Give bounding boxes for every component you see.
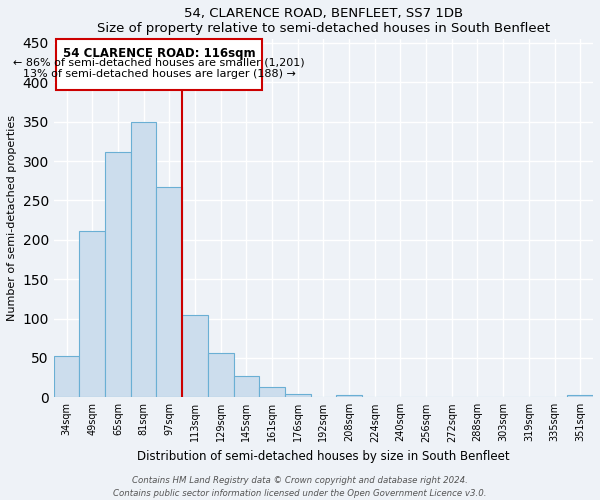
Bar [208,353,233,398]
Bar [336,395,362,398]
Bar [285,394,311,398]
Bar [79,231,105,398]
Bar [157,187,182,398]
Y-axis label: Number of semi-detached properties: Number of semi-detached properties [7,115,17,321]
Text: ← 86% of semi-detached houses are smaller (1,201): ← 86% of semi-detached houses are smalle… [13,58,305,68]
Text: Contains HM Land Registry data © Crown copyright and database right 2024.
Contai: Contains HM Land Registry data © Crown c… [113,476,487,498]
Text: 13% of semi-detached houses are larger (188) →: 13% of semi-detached houses are larger (… [23,69,295,79]
Bar [105,152,131,398]
Bar [568,395,593,398]
Title: 54, CLARENCE ROAD, BENFLEET, SS7 1DB
Size of property relative to semi-detached : 54, CLARENCE ROAD, BENFLEET, SS7 1DB Siz… [97,7,550,35]
Bar [259,387,285,398]
Bar [233,376,259,398]
X-axis label: Distribution of semi-detached houses by size in South Benfleet: Distribution of semi-detached houses by … [137,450,510,463]
Bar [182,314,208,398]
Text: 54 CLARENCE ROAD: 116sqm: 54 CLARENCE ROAD: 116sqm [63,47,256,60]
Bar [131,122,157,398]
Bar [54,356,79,398]
FancyBboxPatch shape [56,39,262,90]
